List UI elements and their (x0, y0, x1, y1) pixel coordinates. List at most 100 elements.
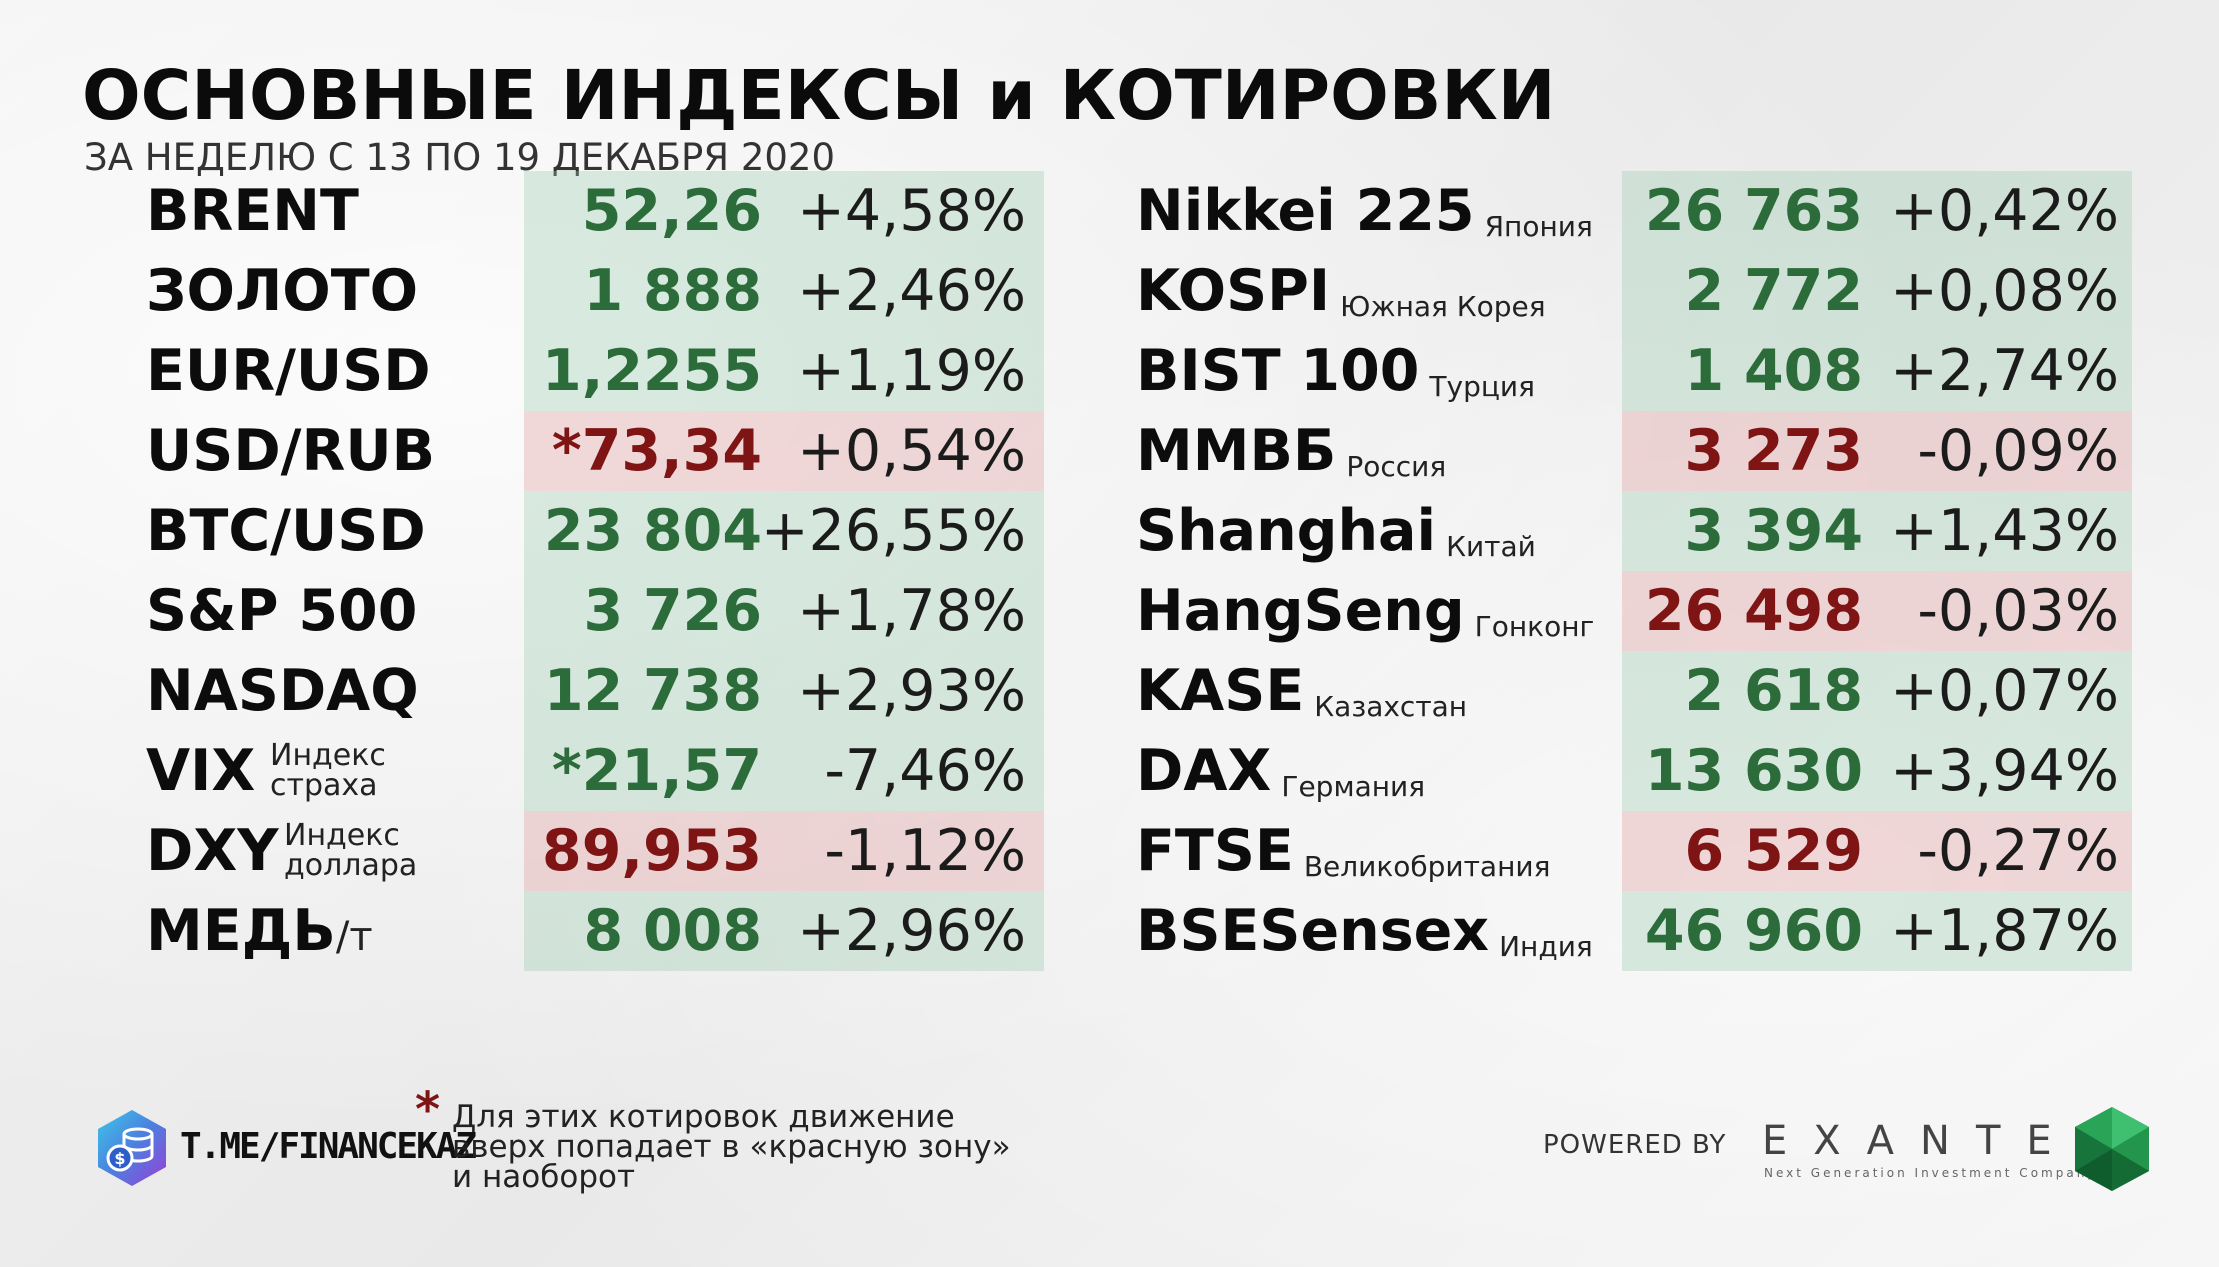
zone-band-green (524, 491, 1044, 571)
instrument-label: USD/RUB (146, 418, 436, 484)
quote-value: 2 618 (1684, 658, 1864, 724)
description-line: страха (270, 768, 378, 803)
zone-band-green (1622, 491, 2132, 571)
instrument-name: DXY (146, 811, 279, 891)
instrument-name: DAX Германия (1136, 731, 1425, 811)
weekly-change: +3,94% (1890, 738, 2119, 804)
instrument-name: VIX (146, 731, 255, 811)
svg-text:$: $ (114, 1149, 125, 1168)
zone-band-green (1622, 251, 2132, 331)
green-gem-icon (2075, 1107, 2149, 1191)
quote-value: 1,2255 (542, 338, 762, 404)
instrument-name: Nikkei 225 Япония (1136, 171, 1593, 251)
instrument-name: Shanghai Китай (1136, 491, 1536, 571)
instrument-name: BIST 100 Турция (1136, 331, 1535, 411)
quote-value: 8 008 (583, 898, 763, 964)
footnote-line: и наоборот (452, 1159, 636, 1195)
zone-band-green (524, 171, 1044, 251)
quote-value: 2 772 (1684, 258, 1864, 324)
country-label: Россия (1346, 450, 1447, 483)
instrument-label: ММВБ (1136, 418, 1337, 484)
zone-band-green (1622, 891, 2132, 971)
page-subtitle: ЗА НЕДЕЛЮ С 13 ПО 19 ДЕКАБРЯ 2020 (84, 136, 835, 179)
instrument-label: S&P 500 (146, 578, 418, 644)
quote-value: 6 529 (1684, 818, 1864, 884)
powered-by-label: POWERED BY (1543, 1130, 1727, 1160)
weekly-change: -7,46% (824, 738, 1026, 804)
weekly-change: +2,93% (797, 658, 1026, 724)
instrument-label: МЕДЬ (146, 898, 336, 964)
footnote-line: Для этих котировок движение (452, 1099, 955, 1135)
description-line: Индекс (270, 738, 386, 773)
weekly-change: +2,46% (797, 258, 1026, 324)
instrument-label: VIX (146, 738, 256, 804)
zone-band-red (1622, 811, 2132, 891)
unit-label: /т (335, 914, 373, 960)
quote-value: 1 408 (1684, 338, 1864, 404)
weekly-change: +1,78% (797, 578, 1026, 644)
exante-logo-text: EXANTE (1762, 1118, 2078, 1164)
instrument-name: NASDAQ (146, 651, 419, 731)
zone-band-red (524, 811, 1044, 891)
quote-value: 26 498 (1644, 578, 1863, 644)
footnote-line: вверх попадает в «красную зону» (452, 1129, 1011, 1165)
zone-band-green (524, 891, 1044, 971)
quote-value: *21,57 (551, 738, 762, 804)
instrument-name: ЗОЛОТО (146, 251, 418, 331)
zone-band-red (1622, 411, 2132, 491)
country-label: Китай (1446, 530, 1536, 563)
instrument-name: S&P 500 (146, 571, 417, 651)
weekly-change: -0,03% (1917, 578, 2119, 644)
zone-band-green (1622, 171, 2132, 251)
telegram-channel-link[interactable]: T.ME/FINANCEKAZ (180, 1126, 477, 1167)
country-label: Казахстан (1314, 690, 1468, 723)
weekly-change: +0,07% (1890, 658, 2119, 724)
country-label: Германия (1281, 770, 1426, 803)
quote-value: 26 763 (1644, 178, 1863, 244)
exante-tagline: Next Generation Investment Company (1764, 1166, 2098, 1180)
instrument-name: BSESensex Индия (1136, 891, 1593, 971)
quote-value: 3 273 (1684, 418, 1864, 484)
weekly-change: +0,54% (797, 418, 1026, 484)
instrument-label: EUR/USD (146, 338, 431, 404)
country-label: Южная Корея (1340, 290, 1546, 323)
country-label: Индия (1499, 930, 1593, 963)
instrument-name: МЕДЬ/т (146, 891, 373, 971)
instrument-label: NASDAQ (146, 658, 419, 724)
weekly-change: +1,43% (1890, 498, 2119, 564)
zone-band-green (1622, 731, 2132, 811)
instrument-label: KOSPI (1136, 258, 1331, 324)
weekly-change: +4,58% (797, 178, 1026, 244)
weekly-change: -0,09% (1917, 418, 2119, 484)
instrument-label: KASE (1136, 658, 1305, 724)
zone-band-green (524, 251, 1044, 331)
zone-band-green (524, 731, 1044, 811)
zone-band-green (1622, 331, 2132, 411)
quote-value: 13 630 (1644, 738, 1863, 804)
zone-band-green (1622, 651, 2132, 731)
quote-value: *73,34 (551, 418, 762, 484)
instrument-name: KOSPI Южная Корея (1136, 251, 1546, 331)
weekly-change: -1,12% (824, 818, 1026, 884)
zone-band-green (524, 571, 1044, 651)
instrument-name: ММВБ Россия (1136, 411, 1446, 491)
page-title: ОСНОВНЫЕ ИНДЕКСЫ и КОТИРОВКИ (82, 56, 1556, 136)
weekly-change: +0,42% (1890, 178, 2119, 244)
instrument-label: DAX (1136, 738, 1272, 804)
instrument-label: HangSeng (1136, 578, 1465, 644)
quote-value: 1 888 (583, 258, 763, 324)
instrument-name: FTSE Великобритания (1136, 811, 1550, 891)
zone-band-red (524, 411, 1044, 491)
quote-value: 23 804 (543, 498, 762, 564)
description-line: доллара (284, 848, 418, 883)
quote-value: 89,953 (542, 818, 762, 884)
instrument-description: Индекс страха (270, 741, 386, 801)
weekly-change: +2,74% (1890, 338, 2119, 404)
instrument-label: Shanghai (1136, 498, 1437, 564)
weekly-change: +1,87% (1890, 898, 2119, 964)
quote-value: 3 394 (1684, 498, 1864, 564)
instrument-name: KASE Казахстан (1136, 651, 1467, 731)
instrument-name: BTC/USD (146, 491, 426, 571)
quote-value: 12 738 (543, 658, 762, 724)
instrument-label: BIST 100 (1136, 338, 1420, 404)
